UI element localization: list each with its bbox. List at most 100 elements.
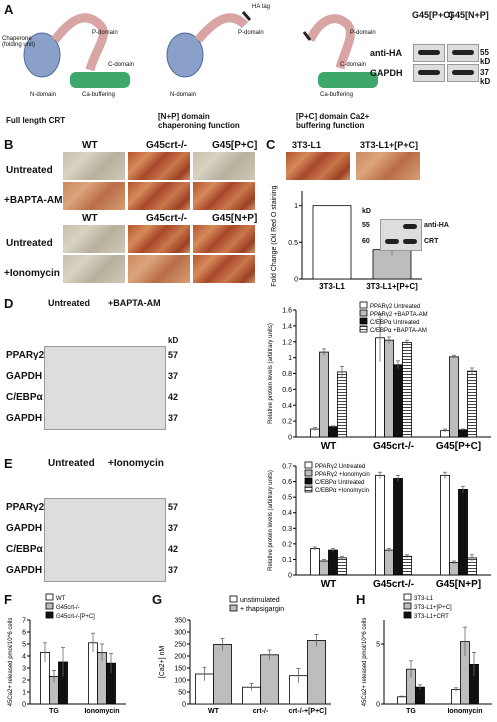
- panel-label-d: D: [4, 296, 14, 311]
- b2-col-crt: G45crt-/-: [146, 213, 188, 224]
- b2-col-np: G45[N+P]: [212, 213, 258, 224]
- d-row-ppar: PPARγ2: [6, 350, 45, 361]
- np-caption: [N+P] domain chaperoning function: [158, 112, 240, 130]
- bar: [397, 696, 407, 705]
- y-tick-label: 0.4: [282, 403, 292, 410]
- micrograph: [128, 152, 190, 180]
- chart-f: 0 1 2 3 4 5 6 7 TG Ionomycin 45Ca2+ released pmol/…: [8, 593, 126, 715]
- bar: [451, 689, 461, 705]
- panel-label-e: E: [4, 456, 13, 471]
- y-tick-label: 4: [22, 654, 26, 661]
- d-western-blot: [44, 346, 166, 430]
- y-tick-label: 50: [178, 690, 186, 697]
- bar: [310, 548, 320, 576]
- b2-row-untreated: Untreated: [6, 238, 53, 249]
- crt-domain-diagram: [23, 11, 378, 88]
- e-kd-37-2: 37: [168, 565, 179, 575]
- y-tick-label: 0: [288, 573, 292, 580]
- legend-swatch: [403, 602, 412, 610]
- e-western-blot: [44, 498, 166, 582]
- y-tick-label: 0: [182, 702, 186, 709]
- bar: [384, 549, 394, 576]
- legend-label: C/EBPα +Ionomycin: [315, 488, 369, 494]
- chart-d: 0 0.2 0.4 0.6 0.8 1 1.2 1.4 1.6 WT G45crt-/- G45[P+…: [268, 301, 491, 452]
- e-row-cebpa: C/EBPα: [6, 544, 43, 555]
- y-tick-label: 0.1: [282, 557, 292, 564]
- micrograph: [128, 255, 190, 283]
- pc-c-domain-shape: [318, 72, 378, 88]
- blot-a-kd-55: 55 kD: [480, 48, 491, 66]
- legend-label: WT: [56, 596, 66, 602]
- y-tick-label: 1.4: [282, 323, 292, 330]
- pc-p-domain-shape: [305, 14, 355, 70]
- y-tick-label: 0.6: [282, 479, 292, 486]
- b-col-wt: WT: [82, 140, 98, 151]
- category-label: 3T3-L1: [319, 282, 345, 291]
- category-label: WT: [321, 579, 337, 590]
- np-chaperone-shape: [166, 32, 204, 78]
- micrograph: [63, 152, 125, 180]
- b-col-crt: G45crt-/-: [146, 140, 188, 151]
- legend-swatch: [359, 309, 368, 317]
- c-inset-blot: [380, 219, 422, 251]
- d-kd-37-2: 37: [168, 413, 179, 423]
- legend-swatch: [45, 593, 54, 601]
- y-tick-label: 0.5: [282, 495, 292, 502]
- blot-a-kd-37: 37 kD: [480, 68, 491, 86]
- legend-swatch: [359, 317, 368, 325]
- micrograph: [63, 255, 125, 283]
- blot-a-band: [447, 64, 479, 82]
- full-length-crt-caption: Full length CRT: [6, 116, 66, 125]
- category-label: WT: [208, 708, 220, 715]
- micrograph: [193, 225, 255, 253]
- chart-e: 0 0.1 0.2 0.3 0.4 0.5 0.6 0.7 WT G45crt-/- G45[N+P…: [268, 461, 491, 590]
- d-kd-57: 57: [168, 350, 179, 360]
- chart-g: 0 50 100 150 200 250 300 350 WT crt-/- crt-/-+[P+C…: [159, 595, 331, 715]
- y-tick-label: 0.7: [282, 464, 292, 471]
- y-tick-label: 0: [288, 435, 292, 442]
- y-tick-label: 5: [376, 642, 380, 649]
- legend-label: PPARγ2 +Ionomycin: [315, 472, 370, 478]
- blot-a-band: [447, 44, 479, 62]
- legend-swatch: [403, 611, 412, 619]
- category-label: TG: [406, 708, 416, 715]
- legend-swatch: [304, 485, 313, 493]
- y-axis-label: 45Ca2+ released pmol/10^6 cells: [8, 618, 14, 707]
- y-tick-label: 1: [22, 690, 26, 697]
- c-inset-kd: kD: [362, 208, 371, 215]
- bar: [312, 205, 352, 280]
- bar: [440, 474, 450, 576]
- panel-label-h: H: [356, 592, 366, 607]
- panel-label-f: F: [4, 592, 12, 607]
- legend-label: 3T3-L1+CRT: [414, 614, 449, 620]
- blot-a-band: [413, 44, 445, 62]
- legend-swatch: [45, 602, 54, 610]
- category-label: Ionomycin: [447, 708, 482, 715]
- legend-swatch: [304, 469, 313, 477]
- pc-ca-buffering-label: Ca-buffering: [320, 92, 353, 98]
- category-label: 3T3-L1+[P+C]: [366, 282, 418, 291]
- legend-label: PPARγ2 Untreated: [315, 464, 365, 470]
- bar: [260, 654, 279, 705]
- pc-c-domain-label: C-domain: [340, 62, 367, 68]
- y-tick-label: 1: [294, 203, 298, 210]
- legend-label: PPARγ2 +BAPTA-AM: [370, 312, 428, 318]
- micrograph: [286, 152, 350, 180]
- e-row-gapdh: GAPDH: [6, 523, 43, 534]
- bar: [328, 549, 338, 576]
- blot-a-row-antiha: anti-HA: [370, 48, 402, 58]
- n-domain-label: N-domain: [30, 92, 57, 98]
- y-tick-label: 250: [174, 642, 186, 649]
- d-kd-42: 42: [168, 392, 179, 402]
- bar: [458, 429, 468, 438]
- y-tick-label: 0.8: [282, 371, 292, 378]
- micrograph: [63, 182, 125, 210]
- e-kd-57: 57: [168, 502, 179, 512]
- legend-swatch: [359, 301, 368, 309]
- bar: [393, 478, 403, 576]
- c-inset-kd-60: 60: [362, 238, 370, 245]
- e-kd-42: 42: [168, 544, 179, 554]
- micrograph: [128, 225, 190, 253]
- e-row-gapdh-2: GAPDH: [6, 565, 43, 576]
- y-tick-label: 0.5: [288, 240, 298, 247]
